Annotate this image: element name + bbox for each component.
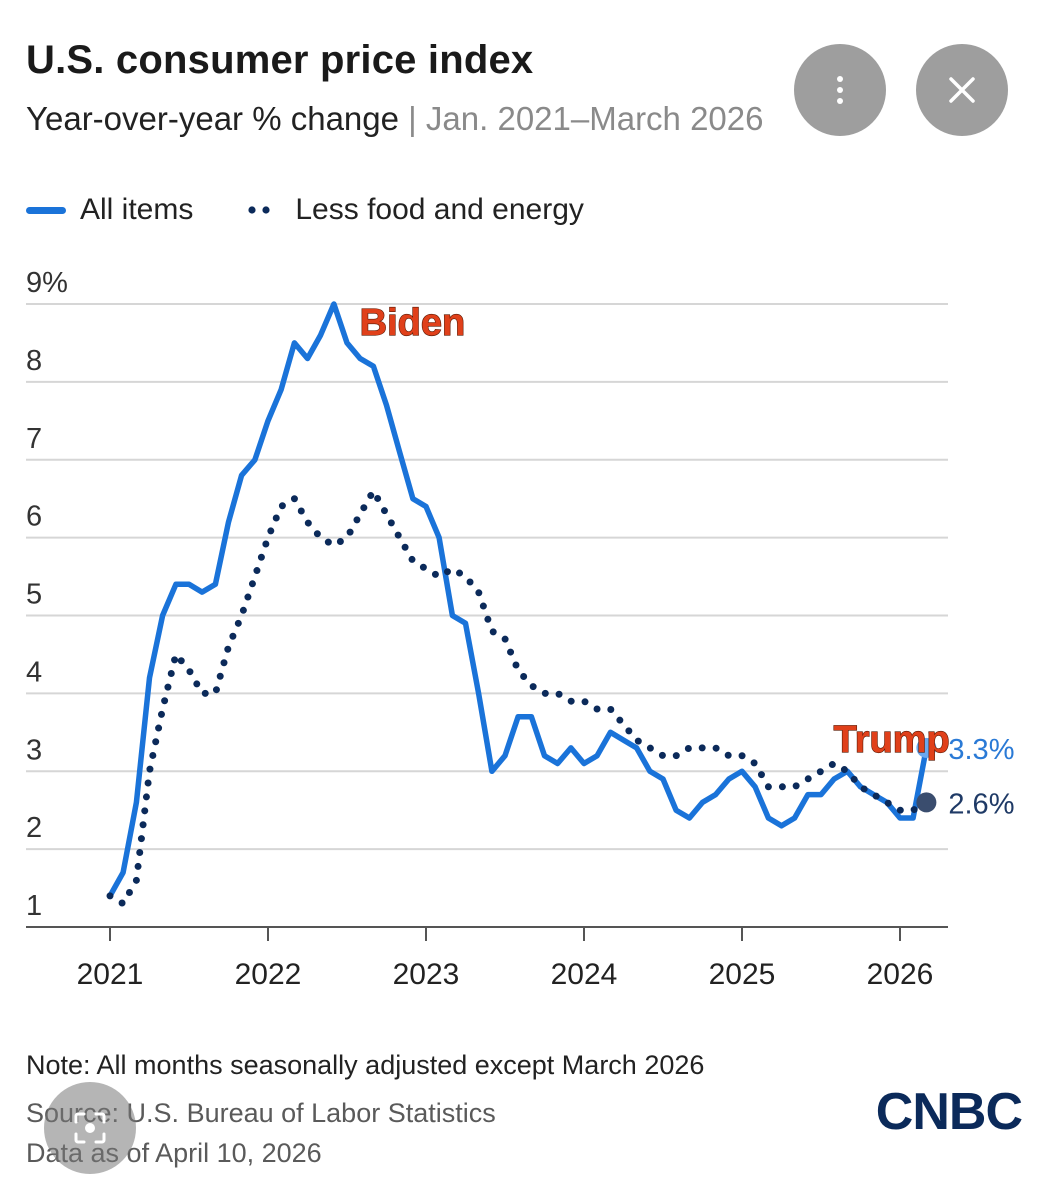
gridlines [26, 303, 948, 851]
more-options-button[interactable] [794, 44, 886, 136]
series-all-items-line [107, 301, 930, 899]
all-items-end-label: 3.3% [948, 734, 1014, 766]
x-tick-label: 2023 [393, 958, 460, 991]
x-tick-label: 2021 [77, 958, 144, 991]
annotations: Biden Trump [359, 302, 950, 762]
legend-item-all-items: All items [26, 193, 193, 227]
x-tick-label: 2024 [551, 958, 618, 991]
cnbc-logo: CNBC [875, 1083, 1023, 1141]
x-tick-label: 2026 [867, 958, 934, 991]
y-tick-label: 4 [26, 656, 42, 688]
y-tick-label: 3 [26, 734, 42, 766]
x-tick-label: 2025 [709, 958, 776, 991]
y-tick-label: 8 [26, 345, 42, 377]
core-end-marker [916, 792, 937, 813]
y-tick-label: 1 [26, 890, 42, 922]
chart-legend: All items Less food and energy [26, 190, 584, 230]
x-tick-label: 2022 [235, 958, 302, 991]
annotation-trump: Trump [834, 719, 950, 761]
y-tick-label: 7 [26, 423, 42, 455]
lens-search-button[interactable] [44, 1082, 136, 1174]
series-core-line [106, 487, 930, 908]
footnote: Note: All months seasonally adjusted exc… [26, 1050, 705, 1080]
chart-title: U.S. consumer price index [26, 38, 534, 82]
subtitle-separator: | [408, 100, 417, 137]
close-button[interactable] [916, 44, 1008, 136]
subtitle-measure: Year-over-year % change [26, 100, 399, 137]
legend-swatch-solid [26, 206, 66, 214]
close-icon [949, 77, 975, 103]
legend-label-all-items: All items [80, 193, 194, 226]
all-items-end-marker [916, 737, 937, 758]
subtitle-date-range: Jan. 2021–March 2026 [425, 100, 764, 137]
more-vertical-icon [837, 76, 843, 104]
series-layer: 3.3% 2.6% [106, 301, 1014, 908]
y-axis-labels: 9% 8 7 6 5 4 3 2 1 [26, 267, 68, 922]
y-tick-label: 9% [26, 267, 68, 299]
lens-search-icon [74, 1112, 106, 1144]
y-tick-label: 2 [26, 812, 42, 844]
cpi-line-chart: 2021 2022 2023 2024 2025 2026 9% 8 7 6 5 4 3 2 1 3.3%… [26, 267, 1014, 991]
x-axis: 2021 2022 2023 2024 2025 2026 [26, 926, 948, 991]
legend-swatch-dotted [247, 205, 271, 215]
annotation-biden: Biden [360, 302, 466, 344]
chart-subtitle: Year-over-year % change | Jan. 2021–Marc… [26, 100, 764, 138]
y-tick-label: 5 [26, 579, 42, 611]
legend-label-core: Less food and energy [295, 193, 584, 226]
legend-item-core: Less food and energy [247, 193, 584, 227]
core-end-label: 2.6% [948, 788, 1014, 820]
y-tick-label: 6 [26, 501, 42, 533]
